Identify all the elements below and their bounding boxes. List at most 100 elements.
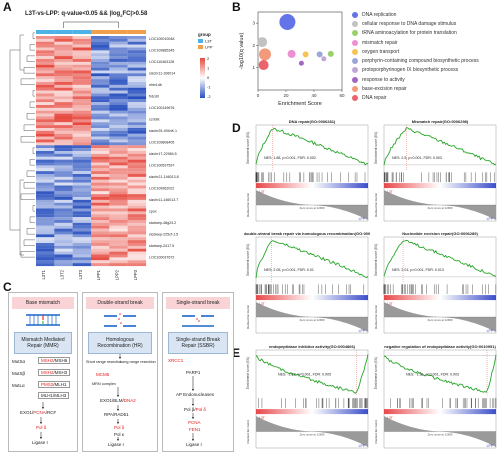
heatmap-cell: [36, 185, 55, 189]
heatmap-cell: [36, 79, 55, 83]
legend-dot: [352, 76, 358, 83]
panel-letter-e: E: [232, 346, 241, 360]
heatmap-cell: [91, 73, 110, 77]
heatmap-cell: [54, 122, 73, 126]
heatmap-cell: [36, 130, 55, 134]
heatmap-cell: [36, 96, 55, 100]
enrichment-curve: [255, 127, 368, 166]
legend-dot: [352, 86, 358, 93]
heatmap-cell: [109, 202, 128, 206]
heatmap-cell: [54, 159, 73, 163]
heatmap-cell: [91, 263, 110, 267]
heatmap-cell: [91, 182, 110, 186]
row-label: slcdwep-48g23.2: [149, 221, 176, 225]
heatmap-cell: [72, 159, 92, 163]
mutl-alpha-label: MutLα: [12, 383, 25, 388]
rank-left-label: L3T: [387, 302, 393, 306]
mrn-complex-label: MRN complex: [92, 382, 116, 386]
msh2-msh3-box: MSH2/MSH3: [38, 369, 71, 376]
heatmap-cell: [109, 79, 128, 83]
legend-label: response to activity: [362, 76, 405, 83]
heatmap-cell: [54, 53, 73, 57]
heatmap-cell: [109, 179, 128, 183]
heatmap-cell: [36, 197, 55, 200]
heatmap-cell: [91, 260, 110, 264]
heatmap-cell: [91, 251, 110, 255]
gene-hits: [255, 172, 366, 183]
heatmap-cell: [109, 251, 128, 255]
heatmap-cell: [72, 197, 92, 200]
heatmap-cell: [109, 44, 128, 48]
heatmap-cell: [109, 222, 128, 226]
rank-right-label: LPP: [487, 217, 494, 221]
heatmap-cell: [36, 76, 55, 80]
heatmap-cell: [127, 61, 147, 65]
heatmap-cell: [72, 248, 92, 252]
mcm5-label: MCM5: [96, 372, 110, 377]
rank-color-bar: [256, 295, 368, 301]
heatmap-cell: [54, 139, 73, 143]
heatmap-cell: [91, 228, 110, 232]
heatmap-cell: [54, 179, 73, 183]
heatmap-cell: [91, 130, 110, 134]
heatmap-cell: [91, 99, 110, 103]
heatmap-cell: [127, 130, 147, 134]
heatmap-cell: [36, 171, 55, 175]
heatmap-cell: [127, 53, 147, 57]
heatmap-cell: [72, 142, 92, 146]
heatmap-cell: [127, 225, 147, 229]
heatmap-cell: [91, 153, 110, 157]
gsea-y-label: Enrichment score (ES): [374, 244, 378, 276]
bubble-point: [259, 48, 271, 61]
heatmap-cell: [36, 251, 55, 255]
rank-right-label: LPP: [359, 217, 366, 221]
heatmap-cell: [36, 205, 55, 209]
heatmap-cell: [36, 191, 55, 195]
rank-color-bar: [256, 409, 368, 415]
rank-y-label: Ranked list metric: [246, 193, 250, 217]
heatmap-cell: [127, 191, 147, 195]
heatmap-cell: [91, 145, 110, 149]
heatmap-cell: [72, 225, 92, 229]
gsea-frame: [255, 349, 369, 449]
heatmap-cell: [109, 248, 128, 252]
legend-group-title: group: [198, 32, 211, 37]
heatmap-cell: [54, 197, 73, 200]
heatmap-cell: [54, 222, 73, 226]
heatmap-cell: [91, 93, 110, 97]
heatmap-cell: [36, 110, 55, 114]
heatmap-cell: [127, 145, 147, 149]
rank-right-label: LPP: [359, 329, 366, 333]
heatmap-cell: [91, 179, 110, 183]
heatmap-cell: [54, 225, 73, 229]
heatmap-cell: [36, 67, 55, 71]
heatmap-cell: [91, 194, 110, 198]
row-labels: LOC100010048 LOC109885345 LOC110463128 sizc…: [149, 37, 179, 260]
rank-y-label: Ranked list metric: [246, 419, 250, 443]
heatmap-cell: [36, 84, 55, 88]
heatmap-cell: [109, 116, 128, 120]
heatmap-cell: [91, 243, 110, 246]
heatmap-cell: [72, 162, 92, 166]
heatmap-cell: [91, 44, 110, 48]
heatmap-cell: [91, 214, 110, 218]
heatmap-cell: [72, 82, 92, 85]
heatmap-cell: [109, 90, 128, 94]
color-scale-tick: 2: [207, 56, 210, 61]
heatmap-cell: [54, 56, 73, 60]
heatmap-cell: [36, 179, 55, 183]
heatmap-cell: [54, 41, 73, 45]
heatmap-cell: [109, 87, 128, 91]
heatmap-cell: [36, 237, 55, 241]
heatmap-cell: [109, 231, 128, 235]
double-strand-header: Double-strand break: [86, 297, 154, 309]
heatmap-cell: [36, 145, 55, 149]
heatmap-cell: [54, 263, 73, 267]
heatmap-cell: [127, 99, 147, 103]
heatmap-cell: [109, 142, 128, 146]
long-range-resection-label: Long range resection: [120, 360, 156, 364]
heatmap-cell: [127, 116, 147, 120]
enrichment-curve: [383, 239, 497, 277]
heatmap-cell: [72, 188, 92, 192]
heatmap-cell: [91, 240, 110, 244]
